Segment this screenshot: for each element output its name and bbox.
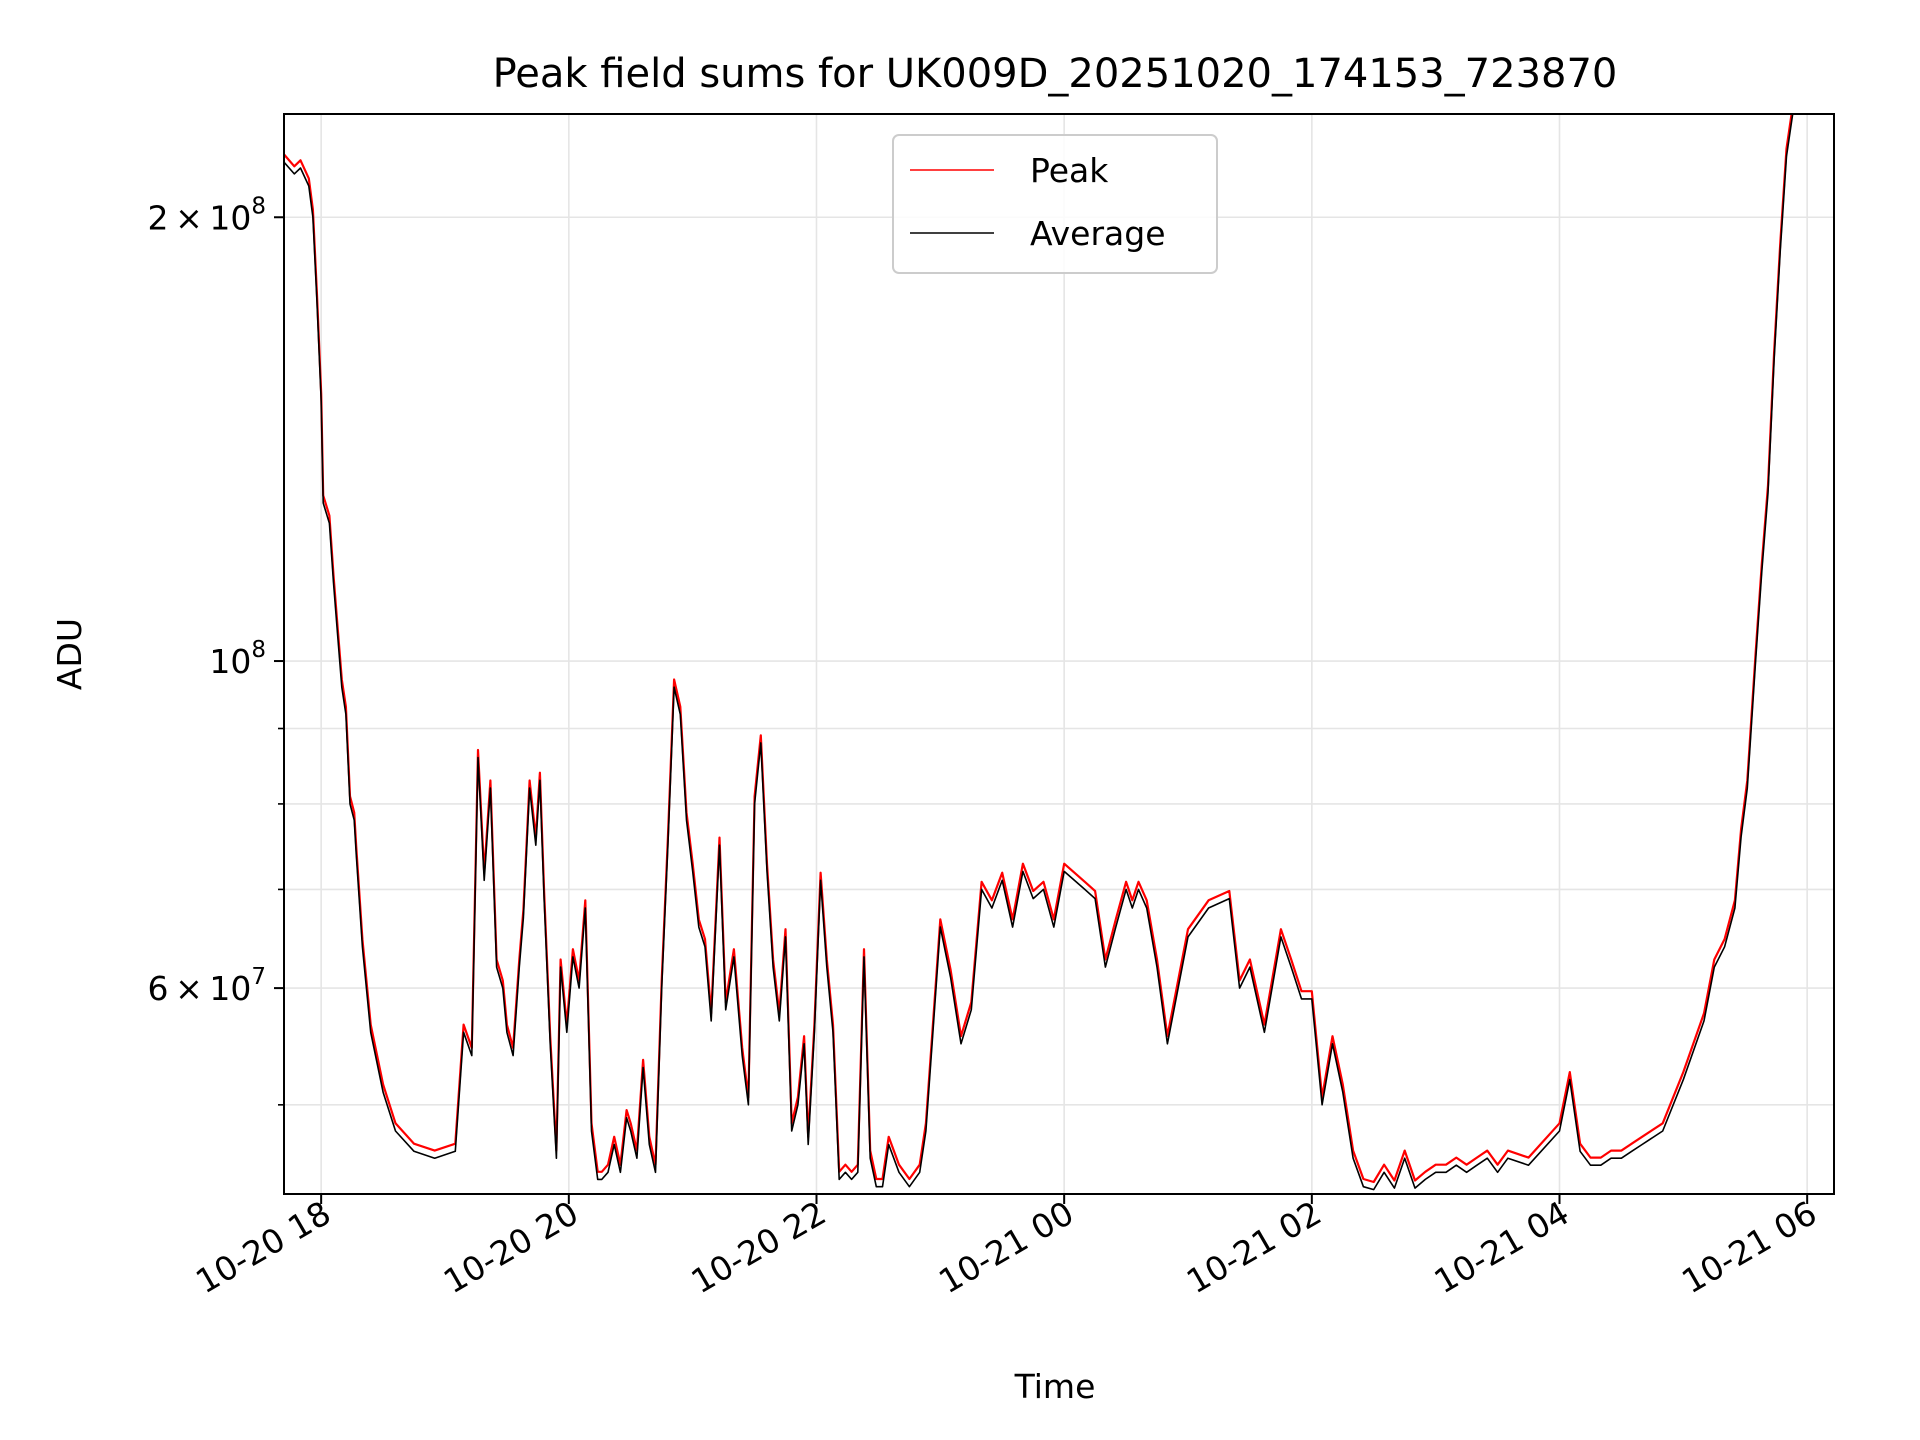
legend-peak-label: Peak [1030,151,1109,190]
y-axis-label: ADU [50,618,89,690]
y-axis: 6 × 107 108 2 × 108 [148,193,284,1106]
chart-title: Peak field sums for UK009D_20251020_1741… [493,51,1618,97]
y-tick-label: 6 × 107 [148,964,266,1008]
y-tick-label: 2 × 108 [148,193,266,237]
x-axis-label: Time [1014,1367,1096,1406]
y-tick-label: 108 [209,637,266,681]
series-line-average [284,114,1794,1191]
legend-average-label: Average [1030,214,1166,253]
series-layer [284,114,1794,1191]
plot-frame [283,113,1835,1195]
legend: Peak Average [892,134,1218,274]
